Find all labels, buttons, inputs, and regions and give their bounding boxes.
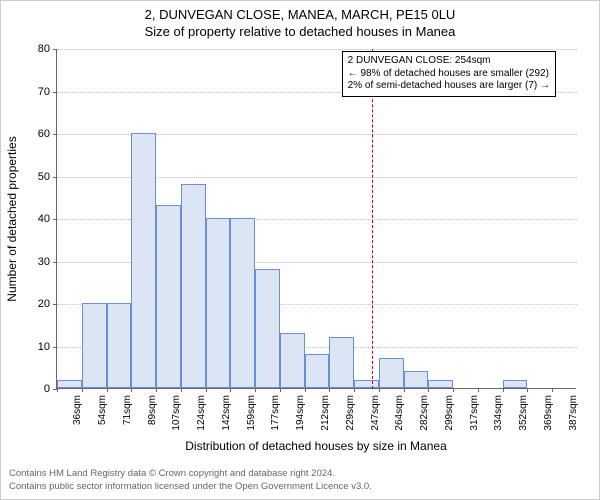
ytick-mark [53, 134, 57, 135]
xtick-mark [503, 388, 504, 392]
histogram-bar [82, 303, 107, 388]
ytick-mark [53, 219, 57, 220]
ytick-label: 50 [26, 171, 50, 183]
xtick-label: 369sqm [543, 395, 554, 431]
xtick-mark [206, 388, 207, 392]
xtick-label: 264sqm [394, 395, 405, 431]
histogram-bar [379, 358, 404, 388]
chart-container: 2, DUNVEGAN CLOSE, MANEA, MARCH, PE15 0L… [0, 0, 600, 500]
xtick-label: 124sqm [196, 395, 207, 431]
chart-subtitle: Size of property relative to detached ho… [1, 24, 599, 39]
histogram-bar [131, 133, 156, 388]
xtick-label: 194sqm [295, 395, 306, 431]
ytick-label: 80 [26, 43, 50, 55]
y-axis-label: Number of detached properties [5, 136, 19, 301]
histogram-bar [428, 380, 453, 389]
annotation-callout: 2 DUNVEGAN CLOSE: 254sqm ← 98% of detach… [342, 51, 556, 97]
xtick-label: 387sqm [568, 395, 579, 431]
histogram-bar [280, 333, 305, 388]
xtick-label: 334sqm [493, 395, 504, 431]
xtick-mark [329, 388, 330, 392]
xtick-label: 229sqm [345, 395, 356, 431]
xtick-label: 36sqm [72, 395, 83, 425]
xtick-label: 352sqm [518, 395, 529, 431]
xtick-mark [156, 388, 157, 392]
ytick-mark [53, 347, 57, 348]
xtick-mark [230, 388, 231, 392]
ytick-label: 40 [26, 213, 50, 225]
histogram-bar [181, 184, 206, 388]
annotation-line-3: 2% of semi-detached houses are larger (7… [348, 80, 550, 93]
histogram-bar [230, 218, 255, 388]
histogram-bar [404, 371, 429, 388]
xtick-label: 107sqm [171, 395, 182, 431]
ytick-label: 30 [26, 256, 50, 268]
ytick-label: 70 [26, 86, 50, 98]
xtick-label: 159sqm [246, 395, 257, 431]
xtick-mark [82, 388, 83, 392]
ytick-mark [53, 262, 57, 263]
xtick-label: 142sqm [221, 395, 232, 431]
ytick-mark [53, 304, 57, 305]
xtick-label: 282sqm [419, 395, 430, 431]
histogram-bar [255, 269, 280, 388]
ytick-mark [53, 177, 57, 178]
x-axis-label: Distribution of detached houses by size … [185, 439, 447, 453]
histogram-bar [329, 337, 354, 388]
annotation-line-1: 2 DUNVEGAN CLOSE: 254sqm [348, 55, 550, 68]
gridline [57, 49, 577, 50]
xtick-mark [379, 388, 380, 392]
ytick-mark [53, 49, 57, 50]
ytick-mark [53, 92, 57, 93]
xtick-mark [131, 388, 132, 392]
xtick-mark [107, 388, 108, 392]
xtick-label: 212sqm [320, 395, 331, 431]
xtick-label: 89sqm [147, 395, 158, 425]
xtick-mark [280, 388, 281, 392]
xtick-mark [57, 388, 58, 392]
xtick-label: 317sqm [469, 395, 480, 431]
xtick-mark [404, 388, 405, 392]
xtick-mark [552, 388, 553, 392]
xtick-mark [305, 388, 306, 392]
ytick-label: 10 [26, 341, 50, 353]
xtick-label: 71sqm [122, 395, 133, 425]
xtick-mark [255, 388, 256, 392]
xtick-mark [428, 388, 429, 392]
footer-attribution: Contains HM Land Registry data © Crown c… [9, 468, 372, 493]
ytick-label: 60 [26, 128, 50, 140]
annotation-line-2: ← 98% of detached houses are smaller (29… [348, 68, 550, 81]
footer-line-1: Contains HM Land Registry data © Crown c… [9, 468, 372, 480]
histogram-bar [57, 380, 82, 389]
xtick-mark [478, 388, 479, 392]
histogram-bar [107, 303, 132, 388]
xtick-label: 299sqm [444, 395, 455, 431]
ytick-label: 0 [26, 383, 50, 395]
xtick-mark [453, 388, 454, 392]
histogram-bar [354, 380, 379, 389]
histogram-bar [206, 218, 231, 388]
histogram-bar [156, 205, 181, 388]
xtick-label: 54sqm [97, 395, 108, 425]
xtick-label: 177sqm [270, 395, 281, 431]
xtick-mark [354, 388, 355, 392]
ytick-label: 20 [26, 298, 50, 310]
xtick-label: 247sqm [370, 395, 381, 431]
chart-title: 2, DUNVEGAN CLOSE, MANEA, MARCH, PE15 0L… [1, 7, 599, 22]
xtick-mark [527, 388, 528, 392]
histogram-bar [503, 380, 528, 389]
chart-area: 36sqm54sqm71sqm89sqm107sqm124sqm142sqm15… [56, 49, 576, 389]
reference-line [372, 49, 373, 389]
plot-region: 36sqm54sqm71sqm89sqm107sqm124sqm142sqm15… [56, 49, 576, 389]
footer-line-2: Contains public sector information licen… [9, 481, 372, 493]
histogram-bar [305, 354, 330, 388]
xtick-mark [181, 388, 182, 392]
